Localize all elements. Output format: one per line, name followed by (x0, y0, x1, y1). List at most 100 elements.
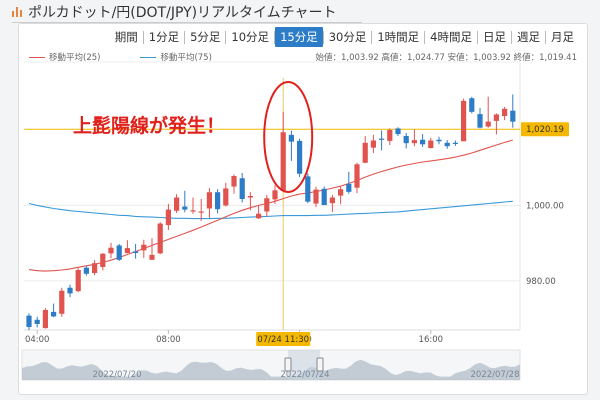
crosshair-time-tag (256, 332, 311, 346)
candle-body (485, 121, 491, 127)
candle-body (469, 98, 475, 112)
candle (51, 303, 57, 318)
candle (198, 199, 204, 221)
current-price-tag (521, 122, 569, 137)
divider (184, 30, 186, 44)
candle-body (477, 114, 483, 128)
navigator-window (288, 350, 320, 380)
navigator-date-label: 2022/07/24 (281, 370, 330, 380)
period-1hour[interactable]: 1時間足 (377, 30, 420, 44)
candle (354, 162, 360, 193)
candle-body (165, 209, 171, 226)
period-5min[interactable]: 5分足 (190, 30, 221, 44)
candle (157, 222, 163, 255)
candle (34, 316, 40, 328)
candle (83, 266, 89, 276)
period-15min[interactable]: 15分足 (275, 27, 323, 47)
ma75-line (28, 200, 513, 220)
annotation-ellipse (263, 81, 314, 193)
candle (231, 174, 237, 194)
candle-body (223, 188, 229, 206)
divider (545, 30, 546, 44)
candle (272, 185, 278, 204)
period-30min[interactable]: 30分足 (328, 30, 367, 44)
candle (493, 113, 499, 135)
candle-body (338, 189, 344, 196)
candle-body (182, 206, 188, 210)
candle-body (403, 135, 409, 144)
candle (329, 194, 335, 212)
candle-body (321, 188, 327, 206)
divider (424, 30, 426, 44)
candle-body (157, 223, 163, 254)
candle-body (420, 139, 426, 145)
divider (225, 30, 227, 44)
period-1min[interactable]: 1分足 (148, 30, 180, 44)
candle-body (116, 245, 122, 260)
candle (247, 192, 253, 211)
candle (42, 308, 48, 329)
candle-body (346, 183, 352, 192)
candle (256, 205, 262, 220)
candle (124, 240, 130, 254)
candle (206, 188, 212, 218)
candle-body (493, 114, 499, 121)
candle (321, 186, 327, 206)
divider (274, 30, 276, 44)
candle (436, 136, 442, 145)
candle-body (108, 247, 114, 254)
candle (133, 243, 139, 259)
period-weekly[interactable]: 週足 (517, 30, 540, 44)
candle-body (100, 253, 106, 267)
candle (190, 197, 196, 214)
chart-icon (12, 6, 24, 18)
period-10min[interactable]: 10分足 (231, 30, 270, 44)
candle-body (206, 192, 212, 209)
candle (239, 172, 245, 203)
candle (452, 140, 458, 146)
candle-body (264, 198, 270, 212)
candle (141, 239, 147, 258)
candle (403, 132, 409, 149)
candle-body (42, 309, 48, 329)
candle (387, 128, 393, 146)
navigator-handle[interactable] (316, 357, 324, 372)
period-4hour[interactable]: 4時間足 (430, 30, 472, 44)
candle-body (313, 189, 319, 204)
navigator-handle[interactable] (284, 357, 292, 372)
candle (116, 243, 122, 261)
period-selector: 期間 1分足 5分足 10分足 15分足 30分足 1時間足 4時間足 日足 週… (110, 27, 579, 47)
candle-body (256, 213, 262, 219)
candle (305, 173, 311, 204)
candle (502, 106, 508, 121)
ma25-legend-label: 移動平均(25) (49, 53, 101, 63)
period-daily[interactable]: 日足 (483, 30, 506, 44)
x-tick-label: 08:00 (156, 335, 181, 345)
y-tick-label: 980.00 (526, 277, 556, 287)
candle-body (133, 251, 139, 253)
candle (379, 130, 385, 151)
period-monthly[interactable]: 月足 (551, 30, 574, 44)
candle-body (502, 108, 508, 116)
divider (322, 30, 324, 44)
candle-body (329, 197, 335, 204)
candle-body (280, 132, 286, 191)
candle (420, 134, 426, 147)
y-tick-label: 1,000.00 (526, 201, 564, 211)
navigator-area (22, 359, 520, 380)
candle-body (215, 192, 221, 210)
candle-body (83, 267, 89, 274)
candle-body (395, 128, 401, 135)
candle-body (198, 211, 204, 213)
candle-body (67, 287, 73, 294)
divider (511, 30, 512, 44)
candle-body (305, 176, 311, 202)
candle (108, 242, 114, 259)
candle-body (51, 311, 57, 317)
divider (371, 30, 373, 44)
candle-body (436, 139, 442, 142)
candle (75, 268, 81, 293)
candle (510, 94, 516, 128)
candle-body (174, 197, 180, 211)
